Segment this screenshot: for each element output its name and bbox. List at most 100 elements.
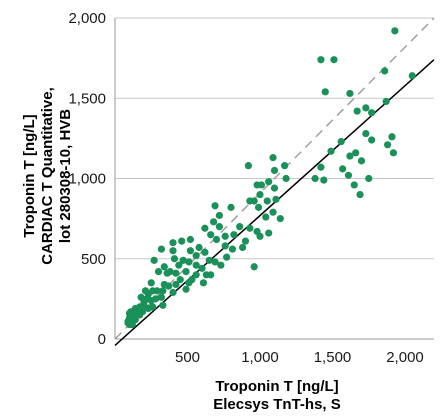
data-point	[262, 213, 270, 221]
data-point	[198, 264, 206, 272]
data-point	[382, 97, 390, 106]
y-tick-labels: 0 500 1,000 1,500 2,000	[68, 10, 106, 348]
data-point	[257, 181, 266, 189]
data-point	[270, 166, 279, 175]
data-point	[263, 197, 271, 205]
data-point	[179, 256, 187, 264]
data-point	[212, 235, 221, 244]
data-point	[201, 224, 209, 232]
data-point	[144, 290, 152, 298]
data-point	[192, 271, 200, 279]
data-point	[228, 245, 237, 253]
data-point	[182, 285, 190, 293]
data-point	[169, 239, 177, 247]
data-point	[154, 267, 163, 276]
data-point	[281, 162, 289, 170]
data-point	[178, 237, 186, 245]
data-point	[192, 261, 200, 269]
data-point	[186, 235, 194, 244]
data-point	[344, 171, 353, 179]
data-point	[389, 149, 397, 157]
data-point	[368, 109, 376, 117]
data-point	[138, 308, 147, 316]
y-axis-title-line-3: lot 280308-10, HVB	[57, 109, 74, 243]
data-point	[362, 129, 370, 138]
data-point	[246, 197, 254, 205]
data-point	[276, 215, 284, 223]
data-point	[221, 242, 229, 250]
data-point	[186, 247, 194, 255]
data-point	[185, 279, 193, 287]
data-point	[244, 162, 252, 170]
data-point	[182, 267, 190, 276]
data-point	[227, 203, 235, 211]
y-tick-label: 2,000	[68, 10, 106, 27]
data-point	[170, 255, 179, 263]
data-point	[265, 229, 273, 237]
data-point	[337, 137, 345, 146]
y-tick-label: 1,000	[68, 171, 106, 188]
x-tick-label: 1,000	[241, 349, 279, 366]
data-point	[207, 231, 215, 239]
data-point	[408, 72, 416, 80]
data-point	[140, 298, 148, 306]
data-point	[356, 190, 364, 199]
data-point	[321, 88, 329, 96]
data-point	[265, 178, 273, 186]
data-point	[311, 174, 319, 183]
data-point	[160, 280, 168, 289]
y-tick-label: 1,500	[68, 90, 106, 107]
data-point	[357, 157, 366, 165]
data-point	[160, 263, 168, 271]
data-point	[211, 258, 219, 266]
data-point	[150, 256, 158, 264]
data-point	[211, 202, 219, 210]
data-point	[254, 203, 263, 211]
data-point	[320, 176, 328, 184]
data-point	[388, 133, 396, 141]
data-point	[381, 67, 389, 75]
data-point	[327, 147, 335, 155]
y-tick-label: 0	[98, 331, 106, 348]
data-point	[256, 190, 264, 199]
data-point	[269, 154, 277, 162]
data-point	[269, 208, 277, 216]
data-point	[215, 223, 223, 231]
y-axis-title-line-1: Troponin T [ng/L]	[21, 114, 38, 237]
data-point	[272, 195, 280, 203]
data-point	[241, 237, 250, 245]
data-point	[205, 256, 213, 264]
x-axis-title-line-1: Troponin T [ng/L]	[215, 378, 338, 395]
data-point	[128, 320, 136, 329]
data-point	[256, 232, 264, 240]
data-point	[350, 181, 358, 189]
data-point	[330, 56, 338, 64]
data-point	[368, 136, 376, 144]
data-point	[352, 149, 360, 157]
data-point	[169, 247, 177, 255]
data-point	[346, 152, 354, 160]
data-points	[124, 27, 416, 329]
data-point	[201, 248, 209, 256]
data-point	[157, 293, 165, 301]
data-point	[365, 174, 373, 183]
x-tick-label: 2,000	[386, 349, 424, 366]
data-point	[176, 276, 184, 284]
data-point	[192, 251, 200, 260]
y-tick-label: 500	[81, 251, 106, 268]
data-point	[172, 269, 180, 277]
data-point	[250, 263, 258, 271]
data-point	[149, 303, 157, 311]
data-point	[159, 301, 167, 309]
data-point	[223, 253, 231, 261]
data-point	[207, 271, 215, 279]
gridlines	[115, 17, 434, 260]
data-point	[339, 165, 347, 173]
data-point	[230, 231, 238, 239]
data-point	[163, 269, 171, 277]
data-point	[159, 287, 167, 295]
data-point	[353, 107, 361, 115]
data-point	[391, 27, 399, 35]
y-axis-title: Troponin T [ng/L] CARDIAC T Quantitative…	[21, 87, 74, 265]
